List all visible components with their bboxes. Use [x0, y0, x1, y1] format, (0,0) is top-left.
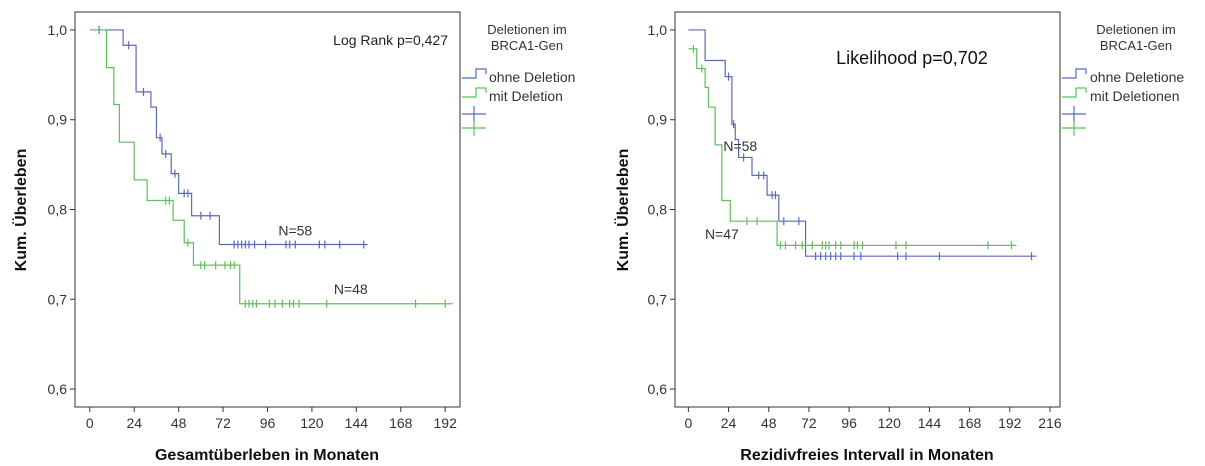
likelihood-annotation: Likelihood p=0,702	[836, 48, 988, 68]
series-mit-deletion	[89, 29, 453, 308]
x-tick-label: 96	[260, 415, 276, 431]
chart-overall-survival: 0,6 0,7 0,8 0,9 1,0 0 24 48 72 96 120 144 168 192 N=…	[11, 11, 575, 464]
legend-swatch-ohne	[462, 68, 487, 79]
x-tick-label: 192	[434, 415, 458, 431]
legend: Deletionen im BRCA1-Gen ohne Deletione m…	[1062, 22, 1184, 136]
legend-label-ohne-deletione: ohne Deletione	[1090, 69, 1184, 85]
y-axis-title: Kum. Überleben	[613, 149, 632, 272]
y-tick-label: 0,7	[48, 291, 68, 307]
y-tick-label: 0,9	[648, 112, 668, 128]
n-label-mit-deletion: N=48	[334, 281, 368, 297]
y-tick-label: 0,7	[648, 291, 668, 307]
y-axis: 0,6 0,7 0,8 0,9 1,0	[48, 22, 75, 397]
x-tick-label: 72	[215, 415, 231, 431]
plot-frame	[74, 11, 461, 408]
x-tick-label: 216	[1038, 415, 1062, 431]
y-tick-label: 0,6	[648, 381, 668, 397]
y-axis-title: Kum. Überleben	[11, 149, 30, 272]
legend-title-line-2: BRCA1-Gen	[1100, 38, 1172, 53]
legend: Deletionen im BRCA1-Gen ohne Deletion mi…	[462, 22, 575, 136]
legend-swatch-ohne	[1062, 68, 1087, 79]
n-label-ohne-deletion: N=58	[278, 223, 312, 239]
legend-title-line-1: Deletionen im	[487, 22, 567, 37]
x-axis: 0 24 48 72 96 120 144 168 192 216	[684, 407, 1062, 431]
legend-label-mit-deletion: mit Deletion	[489, 88, 563, 104]
legend-title-line-1: Deletionen im	[1096, 22, 1176, 37]
n-labels: N=58 N=47	[705, 138, 757, 242]
y-tick-label: 0,9	[48, 112, 68, 128]
x-tick-label: 168	[958, 415, 982, 431]
y-tick-label: 0,6	[48, 381, 68, 397]
survival-curve-ohne-deletion	[89, 29, 368, 246]
legend-entries	[1062, 68, 1087, 136]
x-tick-label: 120	[300, 415, 324, 431]
legend-label-mit-deletionen: mit Deletionen	[1090, 88, 1180, 104]
x-axis: 0 24 48 72 96 120 144 168 192	[86, 407, 457, 431]
survival-curve-mit-deletion	[89, 29, 453, 305]
x-tick-label: 144	[345, 415, 369, 431]
x-tick-label: 48	[761, 415, 777, 431]
x-tick-label: 168	[389, 415, 413, 431]
y-tick-label: 1,0	[648, 22, 668, 38]
n-label-mit-deletionen: N=47	[705, 226, 739, 242]
x-tick-label: 24	[721, 415, 737, 431]
legend-label-ohne-deletion: ohne Deletion	[489, 69, 575, 85]
x-tick-label: 24	[126, 415, 142, 431]
x-tick-label: 72	[801, 415, 817, 431]
x-tick-label: 120	[878, 415, 902, 431]
chart-recurrence-free-interval: 0,6 0,7 0,8 0,9 1,0 0 24 48 72 96 120 144 168 192 216…	[613, 11, 1184, 464]
y-tick-label: 1,0	[48, 22, 68, 38]
survival-curve-ohne-deletione	[688, 29, 1037, 257]
x-tick-label: 144	[918, 415, 942, 431]
x-tick-label: 0	[684, 415, 692, 431]
x-tick-label: 192	[998, 415, 1022, 431]
survival-curves	[688, 29, 1037, 261]
survival-curves	[89, 25, 453, 308]
log-rank-annotation: Log Rank p=0,427	[333, 32, 448, 48]
n-label-ohne-deletione: N=58	[723, 138, 757, 154]
legend-swatch-mit	[462, 87, 487, 98]
x-axis-title: Rezidivfreies Intervall in Monaten	[740, 447, 993, 464]
plot-frame	[674, 11, 1061, 408]
legend-title-line-2: BRCA1-Gen	[491, 38, 563, 53]
series-ohne-deletione	[688, 29, 1037, 261]
y-tick-label: 0,8	[48, 202, 68, 218]
x-axis-title: Gesamtüberleben in Monaten	[155, 447, 379, 464]
x-tick-label: 0	[86, 415, 94, 431]
legend-entries	[462, 68, 487, 136]
y-axis: 0,6 0,7 0,8 0,9 1,0	[648, 22, 675, 397]
series-mit-deletionen	[688, 44, 1017, 250]
x-tick-label: 48	[171, 415, 187, 431]
series-ohne-deletion	[89, 25, 368, 249]
y-tick-label: 0,8	[648, 202, 668, 218]
x-tick-label: 96	[841, 415, 857, 431]
legend-swatch-mit	[1062, 87, 1087, 98]
n-labels: N=58 N=48	[278, 223, 368, 297]
